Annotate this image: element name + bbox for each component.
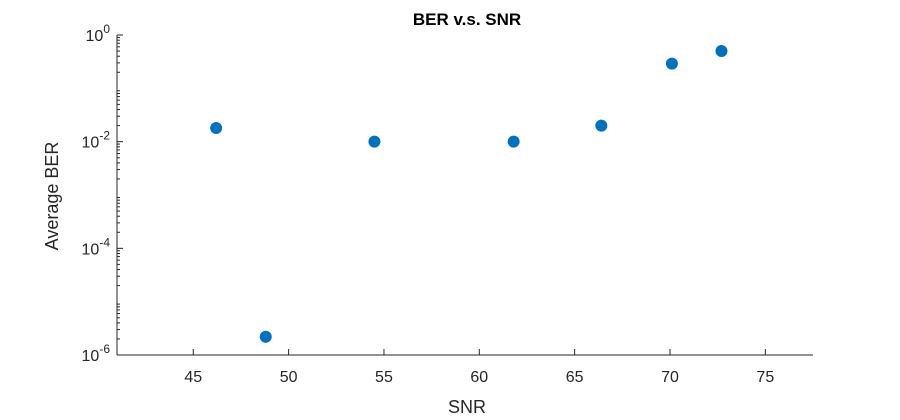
x-tick-label: 65 [566,369,584,386]
data-point [715,45,728,58]
y-tick-label-base: 10 [86,28,104,45]
data-point [507,135,520,148]
y-tick-label: 10-4 [82,235,111,258]
data-point [595,119,608,132]
data-point [259,330,272,343]
y-tick-label: 10-2 [82,129,111,152]
y-tick-label-exponent: 0 [103,22,110,36]
data-point [368,135,381,148]
y-tick-label-exponent: -2 [99,129,110,143]
chart-title: BER v.s. SNR [413,10,521,29]
plot-area [116,35,813,356]
data-point [665,57,678,70]
x-axis-ticks: 45 50 55 60 65 70 75 [184,349,774,386]
x-axis-label: SNR [448,397,486,417]
x-tick-label: 50 [280,369,298,386]
x-tick-label: 60 [470,369,488,386]
data-points [210,45,728,343]
y-tick-label-base: 10 [82,241,100,258]
y-tick-label-exponent: -6 [99,342,110,356]
x-tick-label: 75 [756,369,774,386]
y-tick-label-base: 10 [82,348,100,365]
x-tick-label: 45 [184,369,202,386]
x-tick-label: 70 [661,369,679,386]
y-tick-label: 10-6 [82,342,111,365]
y-axis-label: Average BER [42,142,62,251]
y-tick-label-exponent: -4 [99,235,110,249]
x-tick-label: 55 [375,369,393,386]
y-tick-label-base: 10 [82,135,100,152]
data-point [210,122,223,135]
y-tick-label: 100 [86,22,111,45]
